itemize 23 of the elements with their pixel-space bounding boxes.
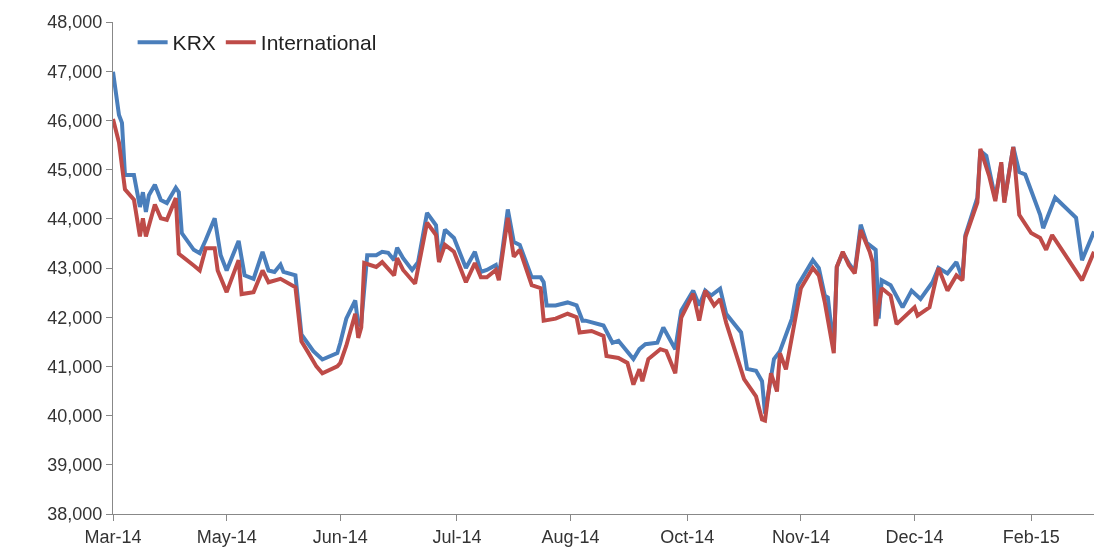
- y-tick-label: 44,000: [47, 209, 103, 230]
- x-tick-label: Nov-14: [771, 526, 830, 547]
- x-tick-label: Dec-14: [885, 526, 944, 547]
- y-tick-label: 48,000: [47, 12, 103, 33]
- y-tick-label: 43,000: [47, 258, 103, 279]
- y-tick-label: 38,000: [47, 504, 103, 525]
- x-tick-label: Mar-14: [84, 526, 142, 547]
- y-tick-label: 41,000: [47, 356, 103, 377]
- x-tick-label: Jun-14: [312, 526, 368, 547]
- line-series: [113, 116, 1094, 423]
- y-tick-label: 47,000: [47, 61, 103, 82]
- x-tick-label: Feb-15: [1002, 526, 1060, 547]
- y-tick-label: 46,000: [47, 110, 103, 131]
- y-tick-label: 45,000: [47, 159, 103, 180]
- legend-label: International: [260, 31, 377, 55]
- x-tick-label: Oct-14: [660, 526, 715, 547]
- y-tick-label: 42,000: [47, 307, 103, 328]
- legend-label: KRX: [172, 31, 216, 55]
- x-tick-label: Jul-14: [432, 526, 482, 547]
- x-tick-label: Aug-14: [541, 526, 600, 547]
- x-tick-label: May-14: [196, 526, 257, 547]
- y-tick-label: 39,000: [47, 455, 103, 476]
- y-tick-label: 40,000: [47, 405, 103, 426]
